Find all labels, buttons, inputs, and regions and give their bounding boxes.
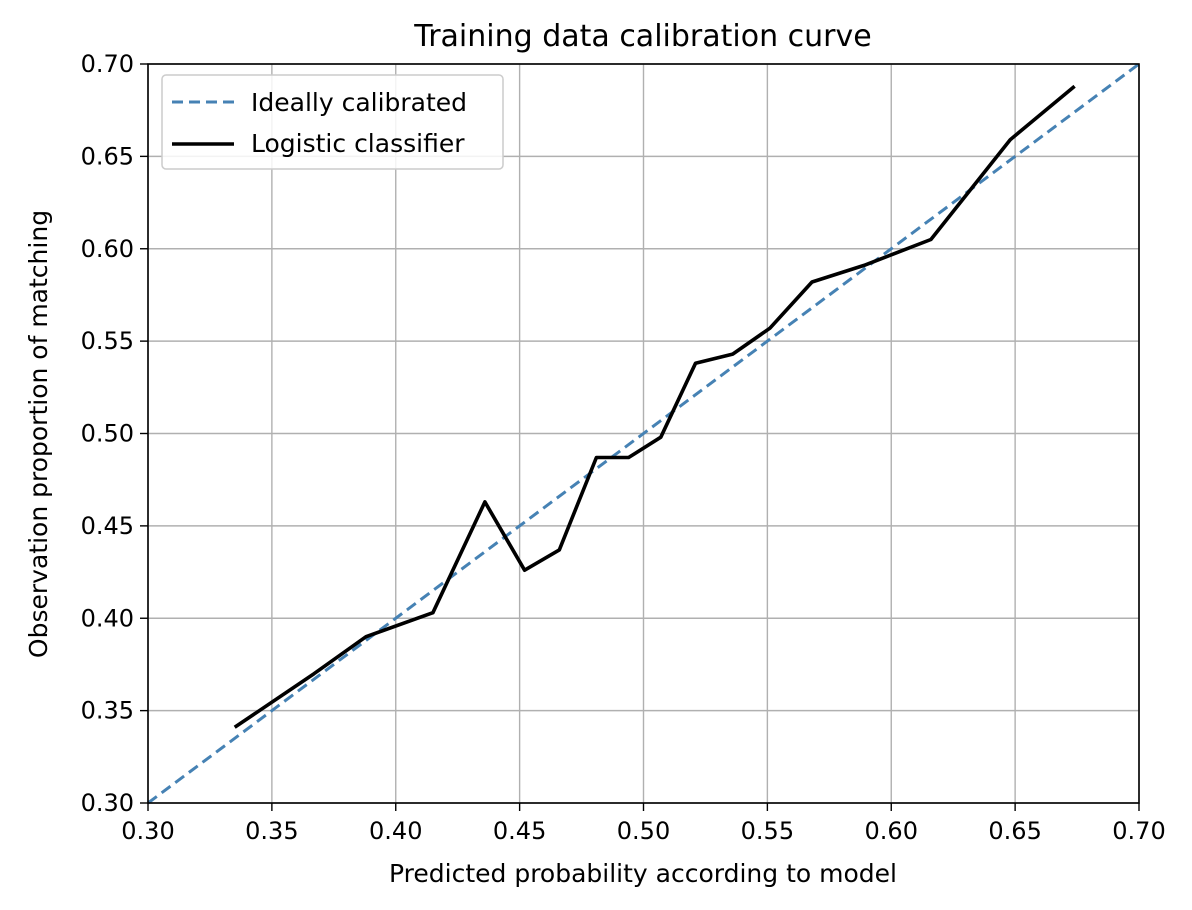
y-axis-title: Observation proportion of matching <box>24 210 53 658</box>
x-tick-label: 0.50 <box>617 817 670 845</box>
x-tick-label: 0.55 <box>741 817 794 845</box>
x-tick-label: 0.35 <box>245 817 298 845</box>
y-tick-label: 0.65 <box>81 142 134 170</box>
x-tick-label: 0.70 <box>1112 817 1165 845</box>
legend-label-ideally-calibrated: Ideally calibrated <box>251 88 467 117</box>
y-tick-label: 0.45 <box>81 512 134 540</box>
legend-box <box>161 74 504 170</box>
x-axis-ticks: 0.30 0.35 0.40 0.45 0.50 0.55 0.60 0.65 0.70 <box>121 803 1166 845</box>
y-tick-label: 0.55 <box>81 327 134 355</box>
y-tick-label: 0.60 <box>81 235 134 263</box>
y-tick-label: 0.70 <box>81 50 134 78</box>
x-tick-label: 0.30 <box>121 817 174 845</box>
y-tick-label: 0.35 <box>81 697 134 725</box>
y-tick-label: 0.50 <box>81 420 134 448</box>
x-axis-title: Predicted probability according to model <box>389 859 897 888</box>
x-tick-label: 0.45 <box>493 817 546 845</box>
x-tick-label: 0.65 <box>988 817 1041 845</box>
series-line-logistic-classifier <box>233 84 1076 729</box>
y-axis-ticks: 0.30 0.35 0.40 0.45 0.50 0.55 0.60 0.65 0.70 <box>81 50 148 817</box>
legend: Ideally calibrated Logistic classifier <box>161 74 504 170</box>
legend-label-logistic-classifier: Logistic classifier <box>251 129 465 158</box>
series-layer <box>147 62 1140 805</box>
chart-title: Training data calibration curve <box>413 19 871 54</box>
y-tick-label: 0.30 <box>81 789 134 817</box>
x-tick-label: 0.40 <box>369 817 422 845</box>
y-tick-label: 0.40 <box>81 604 134 632</box>
x-tick-label: 0.60 <box>865 817 918 845</box>
